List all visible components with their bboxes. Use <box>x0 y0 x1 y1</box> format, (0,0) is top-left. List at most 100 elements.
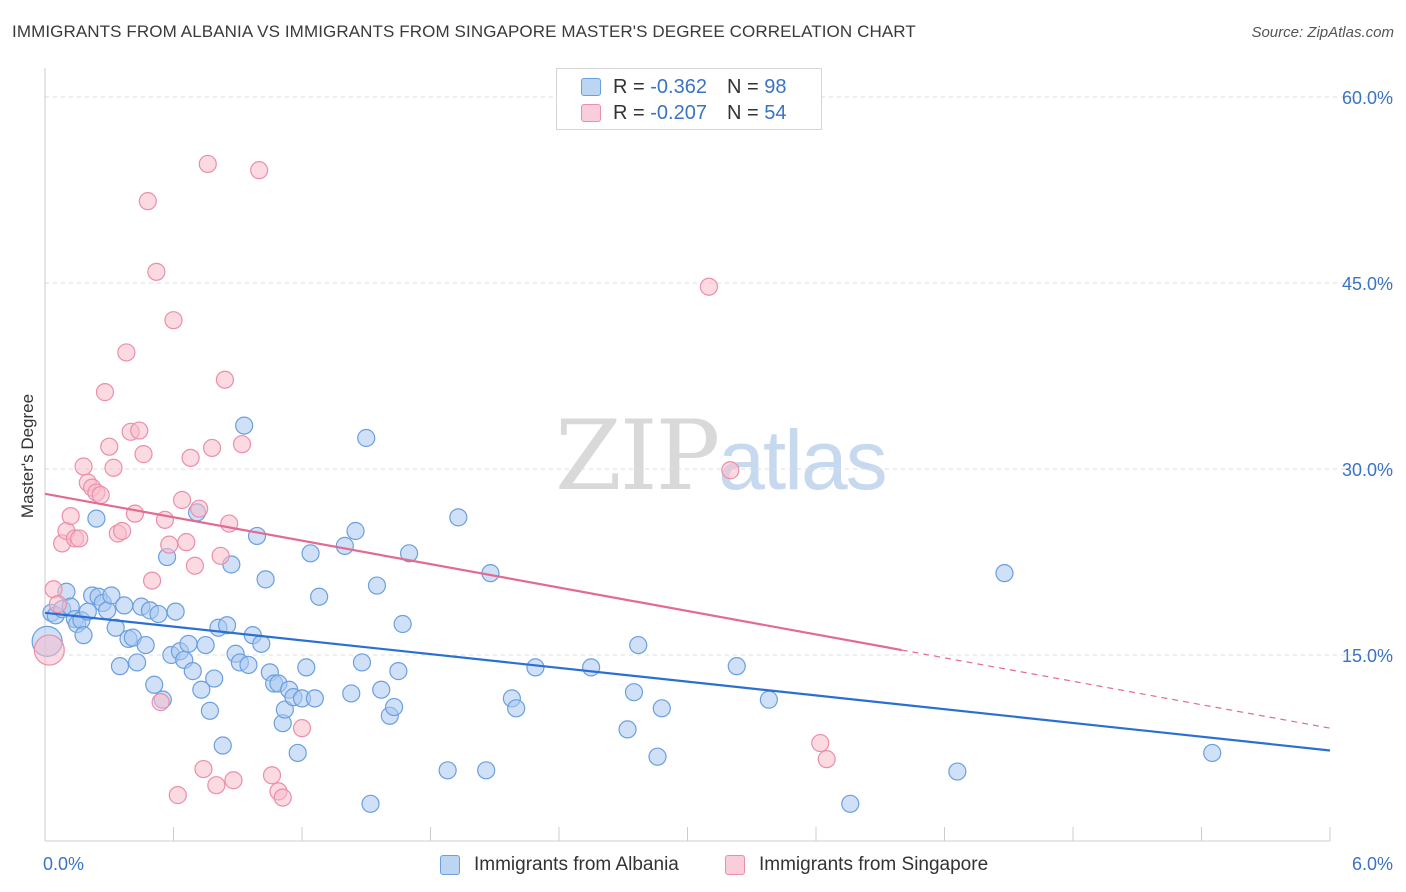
singapore-point <box>224 771 243 790</box>
singapore-point <box>147 262 166 281</box>
x-tick-label: 0.0% <box>43 854 84 874</box>
albania-legend-label: Immigrants from Albania <box>474 854 679 875</box>
singapore-point <box>134 445 153 464</box>
albania-point <box>183 662 202 681</box>
albania-point <box>342 684 361 703</box>
singapore-point <box>125 504 145 523</box>
albania-point <box>948 762 967 781</box>
chart-title: IMMIGRANTS FROM ALBANIA VS IMMIGRANTS FR… <box>12 22 916 41</box>
albania-point <box>235 416 254 435</box>
albania-point <box>115 596 134 615</box>
legend-row-singapore: R = -0.207 N = 54 <box>581 100 786 126</box>
singapore-point <box>262 766 282 785</box>
singapore-trend-line-dashed <box>901 649 1331 729</box>
albania-point <box>275 700 294 719</box>
albania-point <box>727 657 746 676</box>
albania-point <box>629 635 648 655</box>
singapore-point <box>177 533 196 552</box>
y-axis-label: Master's Degree <box>18 393 37 519</box>
albania-point <box>217 616 237 635</box>
singapore-point <box>168 786 187 805</box>
singapore-point <box>138 192 157 211</box>
singapore-point <box>70 529 89 548</box>
series-legend-albania: Immigrants from Albania <box>440 852 679 878</box>
singapore-point <box>91 485 110 505</box>
albania-point <box>507 699 526 718</box>
albania-point <box>166 602 185 621</box>
albania-r-value: -0.362 <box>650 75 707 98</box>
singapore-r-label: R = <box>613 101 645 124</box>
albania-point <box>149 604 168 624</box>
watermark-atlas: atlas <box>718 413 887 507</box>
albania-point <box>136 635 155 655</box>
albania-point <box>213 736 232 755</box>
singapore-point <box>190 499 209 518</box>
albania-point <box>310 587 329 606</box>
albania-point <box>110 657 130 676</box>
y-tick-label: 30.0% <box>1342 460 1393 480</box>
albania-point <box>841 794 860 813</box>
albania-point <box>384 697 404 717</box>
albania-point <box>357 428 376 448</box>
albania-point <box>301 544 320 563</box>
singapore-trend-line <box>44 492 902 652</box>
legend-row-albania: R = -0.362 N = 98 <box>581 74 786 100</box>
singapore-point <box>130 421 149 440</box>
albania-point <box>995 564 1014 583</box>
singapore-point <box>185 556 205 575</box>
singapore-point <box>142 571 162 590</box>
singapore-legend-swatch <box>725 855 745 875</box>
albania-point <box>127 653 147 672</box>
albania-point <box>239 655 258 675</box>
singapore-legend-label: Immigrants from Singapore <box>759 854 989 875</box>
singapore-point <box>151 693 170 712</box>
singapore-point <box>33 634 65 666</box>
singapore-point <box>292 719 312 738</box>
albania-point <box>192 680 211 699</box>
albania-point <box>346 521 365 541</box>
singapore-point <box>198 154 217 174</box>
albania-point <box>102 586 121 605</box>
singapore-point <box>48 595 67 614</box>
singapore-point <box>194 759 213 779</box>
albania-trend-line <box>44 611 1331 752</box>
albania-point <box>352 653 372 672</box>
albania-point <box>477 761 496 780</box>
albania-point <box>247 526 267 546</box>
albania-point <box>179 634 198 653</box>
singapore-point <box>112 521 132 541</box>
albania-point <box>305 689 324 708</box>
singapore-point <box>160 535 179 554</box>
albania-point <box>648 747 667 766</box>
singapore-n-label: N = <box>726 101 759 124</box>
albania-point <box>256 570 275 589</box>
singapore-point <box>215 370 234 389</box>
singapore-point <box>172 490 192 510</box>
albania-point <box>1203 743 1222 763</box>
singapore-n-value: 54 <box>764 101 787 124</box>
albania-n-value: 98 <box>764 75 787 98</box>
albania-point <box>393 614 412 634</box>
watermark-zip: ZIP <box>555 400 720 512</box>
albania-point <box>624 683 644 702</box>
albania-point <box>288 743 307 763</box>
albania-point <box>582 658 601 677</box>
watermark: ZIPatlas <box>555 400 888 512</box>
singapore-point <box>95 383 115 402</box>
singapore-point <box>74 457 93 476</box>
singapore-point <box>104 458 123 477</box>
albania-point <box>145 675 164 694</box>
albania-point <box>252 634 271 653</box>
singapore-point <box>181 448 200 467</box>
albania-point <box>759 690 778 709</box>
albania-point <box>200 701 220 720</box>
albania-point <box>205 669 224 688</box>
singapore-point <box>817 750 836 769</box>
singapore-point <box>250 161 269 180</box>
albania-point <box>335 536 354 555</box>
y-tick-label: 15.0% <box>1342 646 1393 666</box>
albania-point <box>367 576 387 595</box>
singapore-point <box>202 438 222 458</box>
singapore-point <box>117 343 136 362</box>
